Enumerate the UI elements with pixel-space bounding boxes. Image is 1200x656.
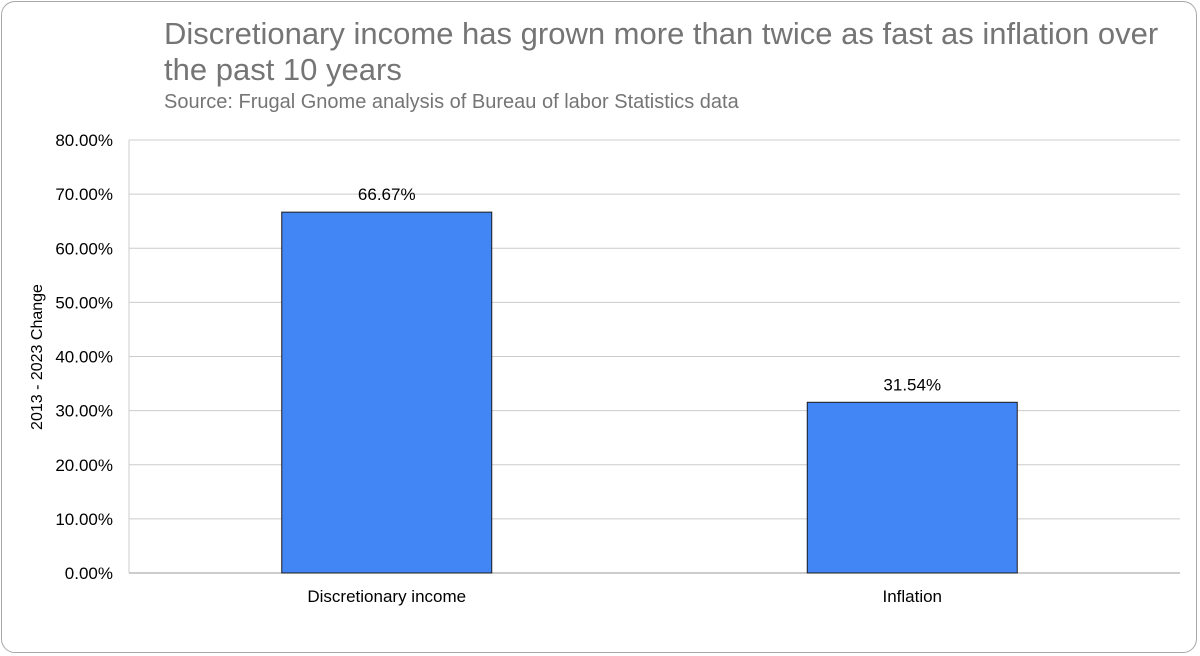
- data-label: 66.67%: [358, 185, 416, 204]
- y-tick-label: 70.00%: [55, 185, 113, 204]
- data-label: 31.54%: [883, 375, 941, 394]
- bar-0: [281, 211, 493, 574]
- y-tick-label: 30.00%: [55, 402, 113, 421]
- chart-title: Discretionary income has grown more than…: [164, 16, 1159, 87]
- chart-subtitle: Source: Frugal Gnome analysis of Bureau …: [164, 91, 739, 113]
- y-axis-label: 2013 - 2023 Change: [29, 284, 46, 430]
- y-tick-label: 60.00%: [55, 239, 113, 258]
- y-tick-label: 0.00%: [65, 564, 113, 583]
- y-tick-label: 40.00%: [55, 348, 113, 367]
- bar-1: [806, 401, 1018, 574]
- y-tick-label: 10.00%: [55, 510, 113, 529]
- y-tick-label: 20.00%: [55, 456, 113, 475]
- y-tick-label: 80.00%: [55, 131, 113, 150]
- x-tick-label: Inflation: [882, 587, 942, 606]
- x-tick-label: Discretionary income: [307, 587, 466, 606]
- y-tick-label: 50.00%: [55, 293, 113, 312]
